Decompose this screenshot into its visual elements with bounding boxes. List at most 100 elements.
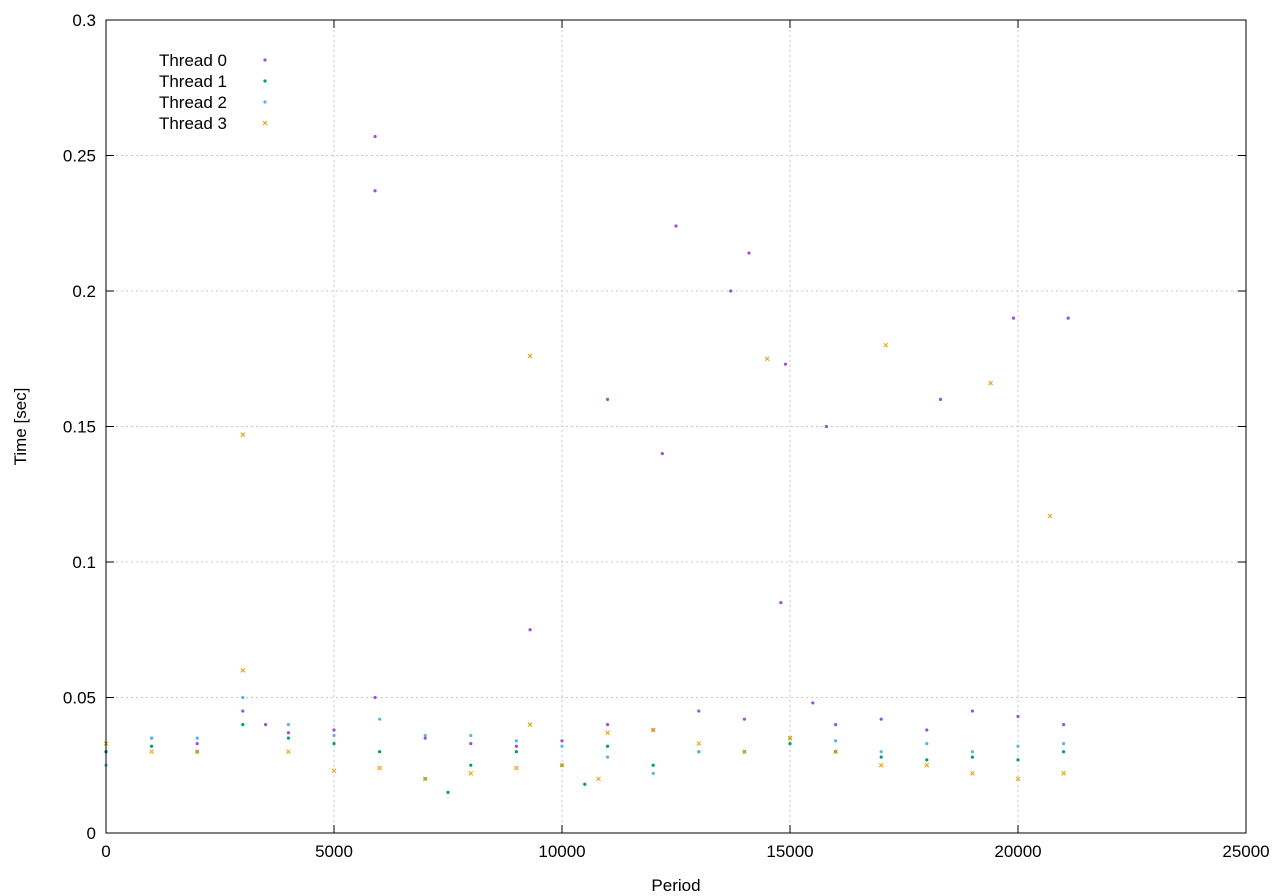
data-point xyxy=(468,771,474,776)
data-point xyxy=(469,733,473,738)
data-point xyxy=(241,709,245,713)
data-point xyxy=(527,722,533,727)
x-tick-label: 0 xyxy=(101,842,110,861)
data-point xyxy=(469,763,473,767)
y-tick-label: 0.3 xyxy=(72,11,96,30)
data-point xyxy=(373,189,377,193)
legend-label: Thread 1 xyxy=(159,72,227,91)
data-point xyxy=(742,717,747,721)
data-point xyxy=(729,289,733,293)
legend-label: Thread 3 xyxy=(159,114,227,133)
data-point xyxy=(150,736,154,740)
data-point xyxy=(1062,750,1066,754)
data-point xyxy=(527,353,533,359)
data-point xyxy=(925,758,929,762)
data-point xyxy=(373,134,377,139)
data-point xyxy=(651,771,655,775)
y-tick-label: 0.05 xyxy=(63,689,96,708)
data-point xyxy=(332,741,336,746)
data-point xyxy=(970,750,975,754)
legend-marker xyxy=(263,58,267,62)
data-point xyxy=(779,601,783,605)
data-point xyxy=(446,790,450,794)
data-point xyxy=(1016,714,1020,719)
data-point xyxy=(241,695,245,700)
data-point xyxy=(195,736,199,740)
grid xyxy=(106,20,1246,833)
data-point xyxy=(697,750,701,754)
axis-ticks: 0 0.05 0.1 0.15 0.2 0.25 0.3 0 5000 10000 15000 200… xyxy=(63,11,1270,861)
data-point xyxy=(423,736,427,740)
y-tick-label: 0.1 xyxy=(72,553,96,572)
y-axis-label: Time [sec] xyxy=(11,388,30,466)
data-point xyxy=(240,432,246,437)
data-point xyxy=(1062,741,1066,746)
data-point xyxy=(811,701,815,705)
data-point xyxy=(1016,744,1020,748)
data-point xyxy=(583,782,587,786)
data-point xyxy=(925,741,929,746)
data-point xyxy=(331,768,337,774)
x-tick-label: 10000 xyxy=(538,842,585,861)
x-tick-label: 20000 xyxy=(994,842,1041,861)
data-point xyxy=(286,731,290,735)
data-point xyxy=(747,251,751,255)
data-point xyxy=(606,744,610,748)
data-point xyxy=(423,733,427,738)
data-point xyxy=(879,717,883,721)
data-point xyxy=(286,749,291,755)
data-point xyxy=(286,736,290,740)
data-point xyxy=(378,750,382,754)
data-point xyxy=(1016,758,1020,762)
data-point xyxy=(970,771,975,776)
data-point xyxy=(560,739,564,743)
y-tick-label: 0.15 xyxy=(63,418,96,437)
data-point xyxy=(378,717,382,721)
data-point xyxy=(469,741,473,746)
data-point xyxy=(788,741,792,746)
data-point xyxy=(241,723,245,727)
data-point xyxy=(697,709,701,713)
y-tick-label: 0.2 xyxy=(72,282,96,301)
x-tick-label: 15000 xyxy=(766,842,813,861)
data-point xyxy=(1015,776,1021,782)
data-point xyxy=(514,739,519,743)
data-point xyxy=(514,744,519,748)
data-point xyxy=(606,755,610,759)
data-points xyxy=(103,134,1070,794)
data-point xyxy=(149,749,154,755)
data-point xyxy=(1061,771,1066,776)
data-point xyxy=(742,749,747,755)
data-point xyxy=(1047,513,1053,519)
legend: Thread 0 Thread 1 Thread 2 Thread 3 xyxy=(159,51,268,133)
y-tick-label: 0 xyxy=(87,824,96,843)
data-point xyxy=(833,749,838,755)
data-point xyxy=(240,668,246,673)
data-point xyxy=(264,723,268,727)
legend-label: Thread 0 xyxy=(159,51,227,70)
data-point xyxy=(528,628,532,632)
data-point xyxy=(514,765,519,771)
data-point xyxy=(596,776,601,782)
data-point xyxy=(606,723,610,727)
data-point xyxy=(674,224,678,228)
data-point xyxy=(377,765,382,771)
data-point xyxy=(195,741,199,746)
data-point xyxy=(834,723,838,727)
x-tick-label: 5000 xyxy=(315,842,353,861)
data-point xyxy=(879,750,883,754)
data-point xyxy=(787,735,793,741)
data-point xyxy=(286,723,290,727)
data-point xyxy=(1011,316,1016,320)
data-point xyxy=(373,695,377,700)
data-point xyxy=(696,741,702,746)
data-point xyxy=(970,709,975,713)
legend-marker xyxy=(262,120,268,126)
legend-marker xyxy=(263,100,267,104)
data-point xyxy=(332,733,336,738)
data-point xyxy=(988,380,993,386)
data-point xyxy=(559,762,565,768)
data-point xyxy=(1066,316,1070,320)
